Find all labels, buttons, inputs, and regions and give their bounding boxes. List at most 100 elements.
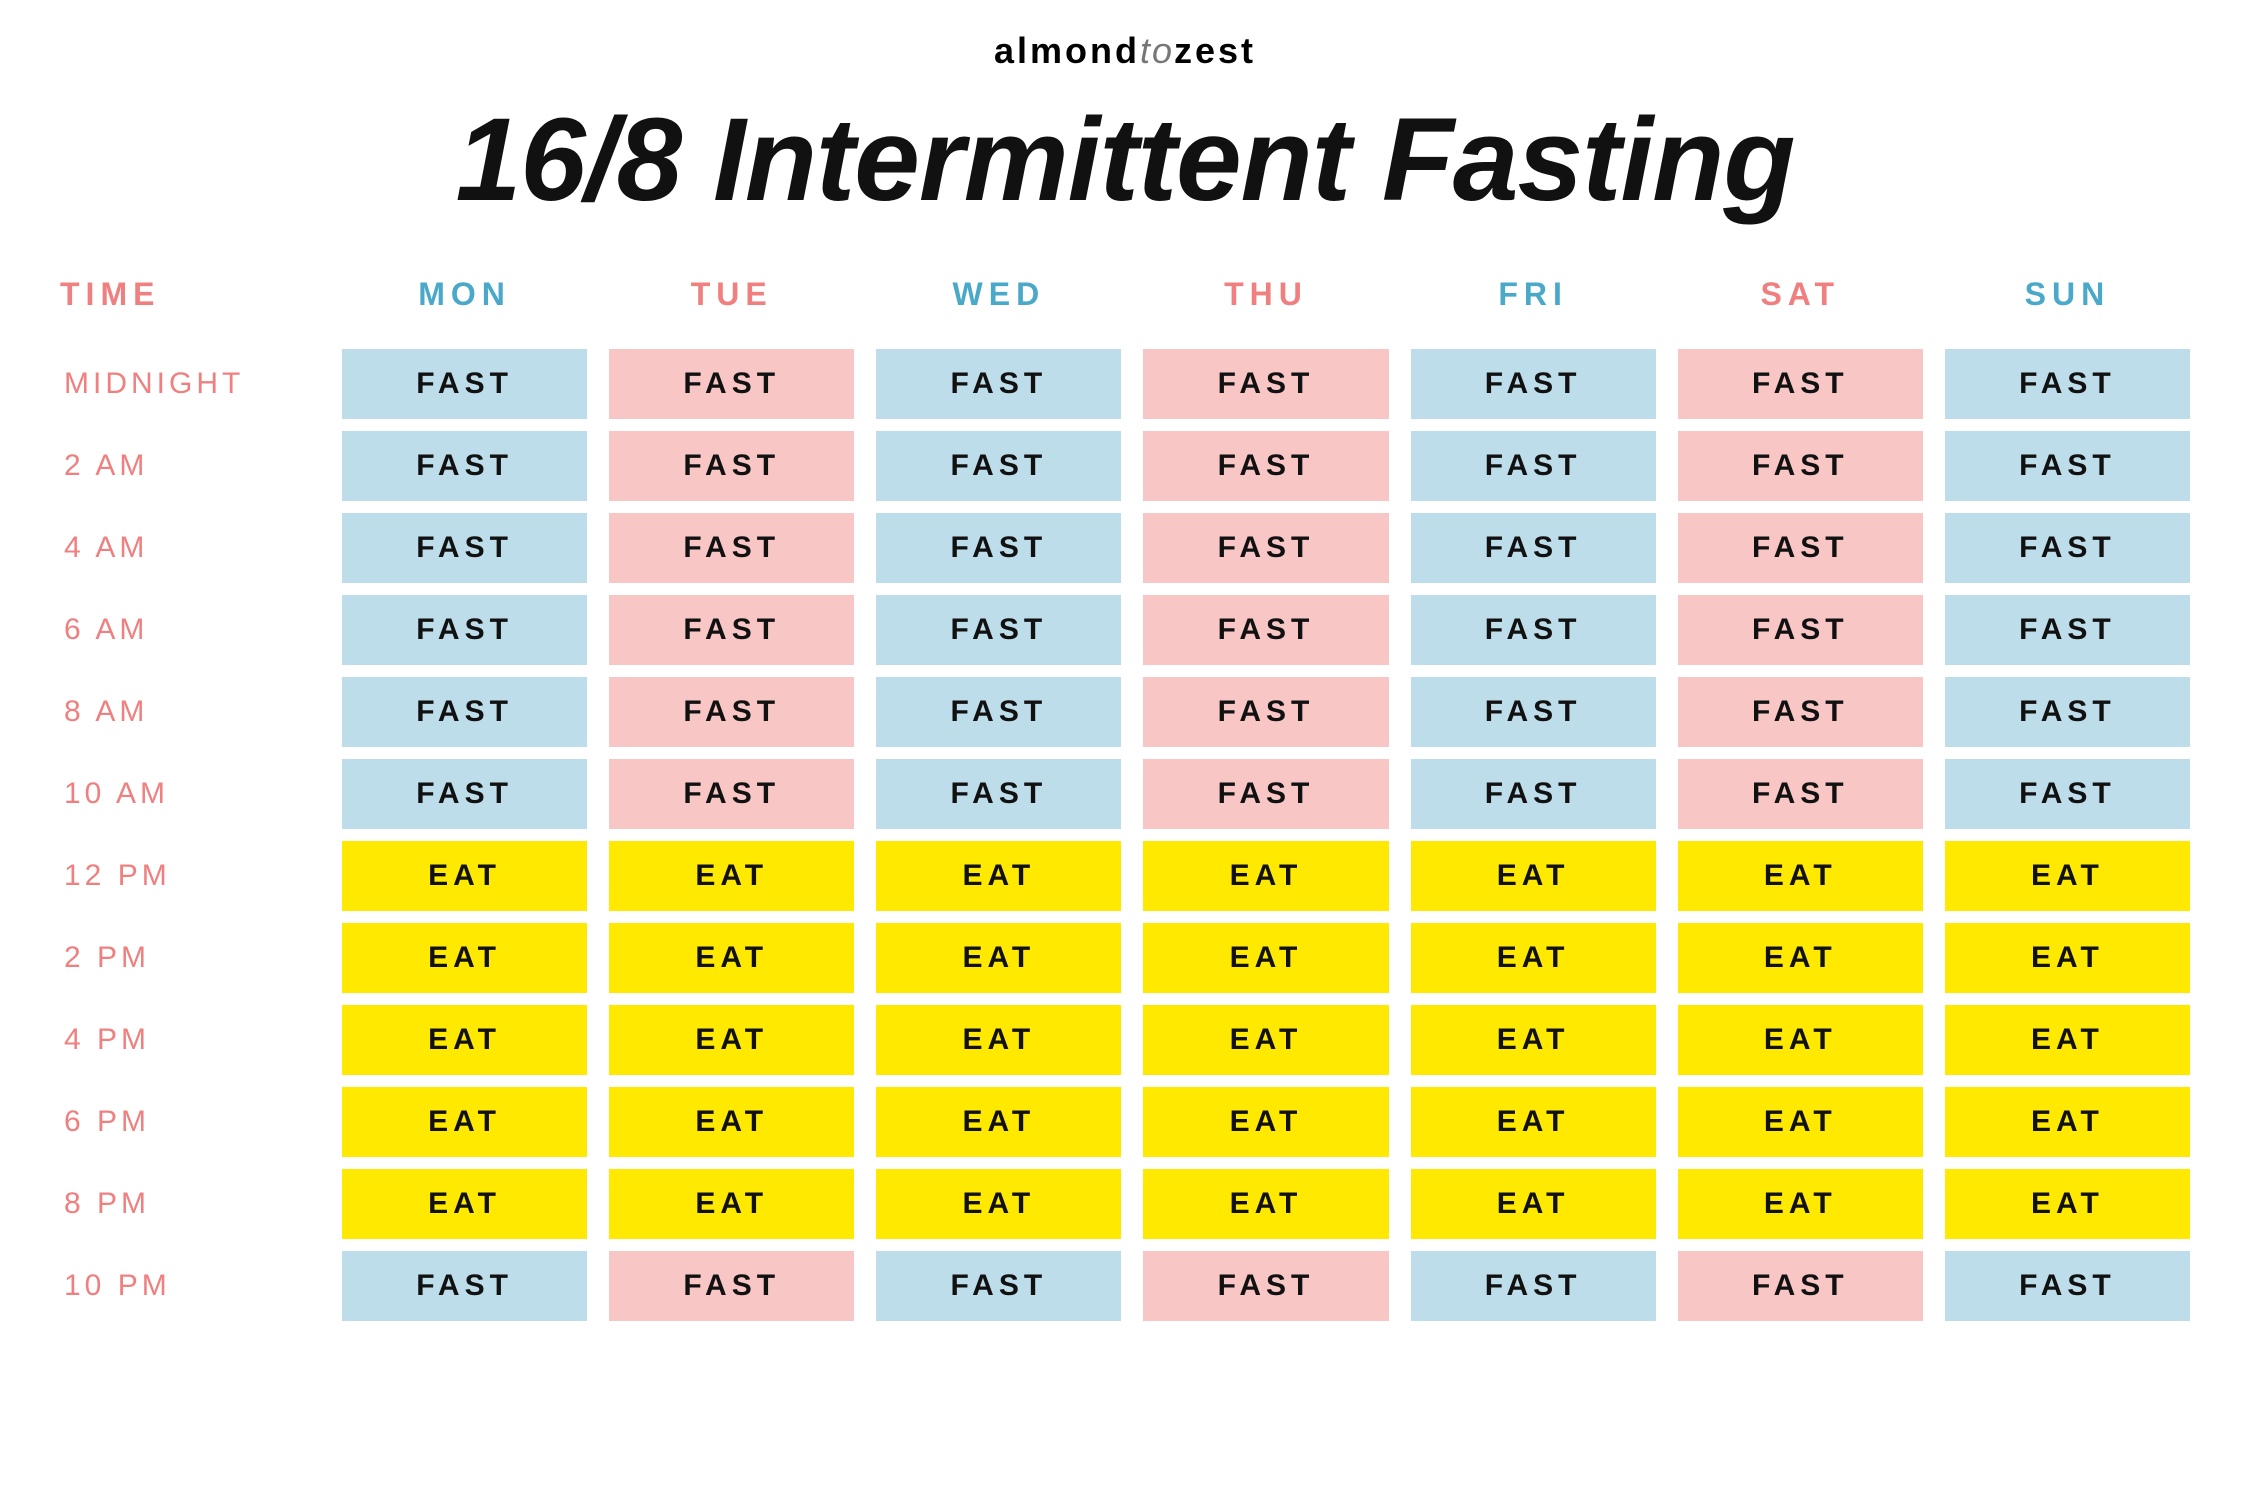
schedule-cell: FAST <box>1945 431 2190 501</box>
day-header-mon: MON <box>342 268 587 337</box>
schedule-cell: FAST <box>1143 677 1388 747</box>
schedule-cell: FAST <box>342 677 587 747</box>
schedule-cell: FAST <box>876 431 1121 501</box>
schedule-cell: EAT <box>609 841 854 911</box>
schedule-cell: FAST <box>1143 431 1388 501</box>
schedule-cell: FAST <box>609 349 854 419</box>
schedule-cell: EAT <box>342 923 587 993</box>
brand-part1: almond <box>994 30 1140 71</box>
schedule-cell: FAST <box>876 759 1121 829</box>
schedule-cell: FAST <box>342 431 587 501</box>
schedule-cell: EAT <box>609 1005 854 1075</box>
schedule-cell: EAT <box>609 1169 854 1239</box>
schedule-cell: EAT <box>342 1005 587 1075</box>
schedule-cell: FAST <box>342 759 587 829</box>
schedule-cell: EAT <box>1143 1169 1388 1239</box>
schedule-cell: FAST <box>876 1251 1121 1321</box>
schedule-cell: FAST <box>1411 349 1656 419</box>
schedule-cell: FAST <box>876 513 1121 583</box>
schedule-cell: EAT <box>1945 923 2190 993</box>
schedule-cell: EAT <box>876 923 1121 993</box>
schedule-cell: FAST <box>609 1251 854 1321</box>
schedule-cell: FAST <box>1678 1251 1923 1321</box>
schedule-cell: EAT <box>876 1005 1121 1075</box>
schedule-cell: EAT <box>1678 841 1923 911</box>
day-header-fri: FRI <box>1411 268 1656 337</box>
day-header-wed: WED <box>876 268 1121 337</box>
time-label: 6 PM <box>60 1105 320 1139</box>
fasting-schedule-table: TIME MON TUE WED THU FRI SAT SUN MIDNIGHT FAST FAS… <box>60 268 2190 1321</box>
schedule-cell: EAT <box>1411 841 1656 911</box>
schedule-cell: FAST <box>1143 513 1388 583</box>
time-label: 10 PM <box>60 1269 320 1303</box>
time-label: 2 AM <box>60 449 320 483</box>
time-label: 4 PM <box>60 1023 320 1057</box>
schedule-cell: FAST <box>609 513 854 583</box>
day-header-tue: TUE <box>609 268 854 337</box>
schedule-cell: FAST <box>876 349 1121 419</box>
schedule-cell: FAST <box>342 513 587 583</box>
schedule-cell: FAST <box>1411 595 1656 665</box>
schedule-cell: FAST <box>1678 759 1923 829</box>
schedule-cell: EAT <box>1411 1005 1656 1075</box>
schedule-cell: FAST <box>1411 1251 1656 1321</box>
schedule-cell: EAT <box>1411 1087 1656 1157</box>
schedule-cell: EAT <box>1411 1169 1656 1239</box>
schedule-cell: EAT <box>1678 1169 1923 1239</box>
schedule-cell: FAST <box>342 595 587 665</box>
schedule-cell: FAST <box>609 595 854 665</box>
schedule-cell: EAT <box>876 1169 1121 1239</box>
time-label: 8 PM <box>60 1187 320 1221</box>
schedule-cell: EAT <box>876 1087 1121 1157</box>
schedule-cell: FAST <box>876 677 1121 747</box>
schedule-cell: FAST <box>1945 1251 2190 1321</box>
page-title: 16/8 Intermittent Fasting <box>60 92 2190 228</box>
schedule-cell: FAST <box>1678 431 1923 501</box>
schedule-cell: EAT <box>1678 1005 1923 1075</box>
time-label: 12 PM <box>60 859 320 893</box>
day-header-sun: SUN <box>1945 268 2190 337</box>
time-label: MIDNIGHT <box>60 367 320 401</box>
schedule-cell: FAST <box>1945 513 2190 583</box>
schedule-cell: EAT <box>342 841 587 911</box>
schedule-cell: EAT <box>1678 923 1923 993</box>
schedule-cell: EAT <box>1143 1005 1388 1075</box>
schedule-cell: EAT <box>1945 1169 2190 1239</box>
schedule-cell: FAST <box>1945 595 2190 665</box>
schedule-cell: FAST <box>1411 513 1656 583</box>
schedule-cell: FAST <box>1411 677 1656 747</box>
schedule-cell: EAT <box>342 1087 587 1157</box>
schedule-cell: FAST <box>876 595 1121 665</box>
day-header-thu: THU <box>1143 268 1388 337</box>
time-label: 8 AM <box>60 695 320 729</box>
schedule-cell: FAST <box>1945 677 2190 747</box>
schedule-cell: EAT <box>609 923 854 993</box>
schedule-cell: EAT <box>1411 923 1656 993</box>
schedule-cell: FAST <box>1143 595 1388 665</box>
schedule-cell: FAST <box>1678 513 1923 583</box>
schedule-cell: EAT <box>1143 1087 1388 1157</box>
time-label: 4 AM <box>60 531 320 565</box>
schedule-cell: FAST <box>1678 349 1923 419</box>
schedule-cell: FAST <box>1143 349 1388 419</box>
schedule-cell: FAST <box>609 431 854 501</box>
schedule-cell: FAST <box>1143 1251 1388 1321</box>
schedule-cell: EAT <box>1945 1005 2190 1075</box>
day-header-sat: SAT <box>1678 268 1923 337</box>
schedule-cell: EAT <box>1143 923 1388 993</box>
schedule-cell: FAST <box>1143 759 1388 829</box>
schedule-cell: FAST <box>342 1251 587 1321</box>
schedule-cell: FAST <box>1411 431 1656 501</box>
schedule-cell: FAST <box>1411 759 1656 829</box>
schedule-cell: EAT <box>876 841 1121 911</box>
schedule-cell: FAST <box>1945 759 2190 829</box>
schedule-cell: FAST <box>1945 349 2190 419</box>
time-label: 2 PM <box>60 941 320 975</box>
schedule-cell: FAST <box>1678 677 1923 747</box>
brand-part2: to <box>1140 30 1174 71</box>
time-column-header: TIME <box>60 268 320 337</box>
schedule-cell: FAST <box>609 759 854 829</box>
schedule-cell: EAT <box>342 1169 587 1239</box>
schedule-cell: EAT <box>1945 841 2190 911</box>
schedule-cell: EAT <box>1945 1087 2190 1157</box>
